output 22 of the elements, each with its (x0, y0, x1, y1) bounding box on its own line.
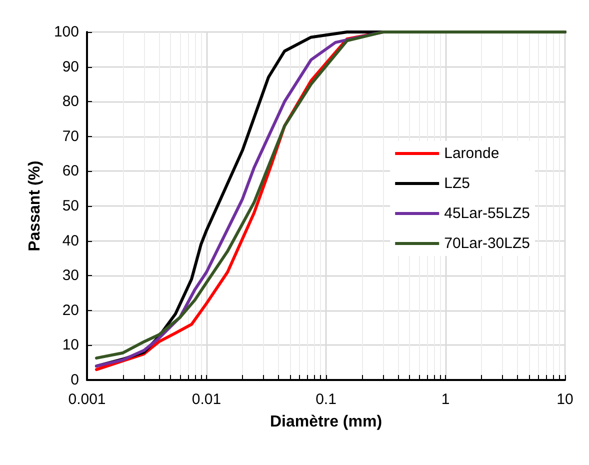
y-tick-label: 40 (62, 232, 79, 250)
y-tick-label: 0 (70, 372, 79, 388)
x-tick-label: 1 (441, 391, 450, 408)
x-tick-label: 0.001 (68, 391, 106, 408)
y-axis-title: Passant (%) (26, 160, 44, 252)
y-tick-label: 100 (54, 24, 79, 40)
y-tick-label: 60 (62, 162, 79, 180)
y-tick-label: 30 (62, 267, 79, 284)
y-tick-label: 80 (62, 93, 79, 110)
y-tick-label: 90 (62, 58, 79, 76)
x-tick-label: 0.1 (316, 391, 336, 408)
legend-label: 70Lar-30LZ5 (444, 235, 530, 252)
x-tick-label: 10 (556, 391, 574, 408)
legend-label: 45Lar-55LZ5 (444, 205, 530, 222)
y-tick-label: 70 (62, 128, 79, 145)
y-tick-label: 10 (62, 336, 79, 354)
y-tick-label: 20 (62, 302, 79, 319)
legend-label: LZ5 (444, 175, 470, 192)
x-tick-label: 0.01 (192, 391, 222, 408)
legend-label: Laronde (444, 145, 500, 162)
x-axis-title: Diamètre (mm) (270, 414, 382, 430)
y-tick-label: 50 (62, 198, 79, 214)
